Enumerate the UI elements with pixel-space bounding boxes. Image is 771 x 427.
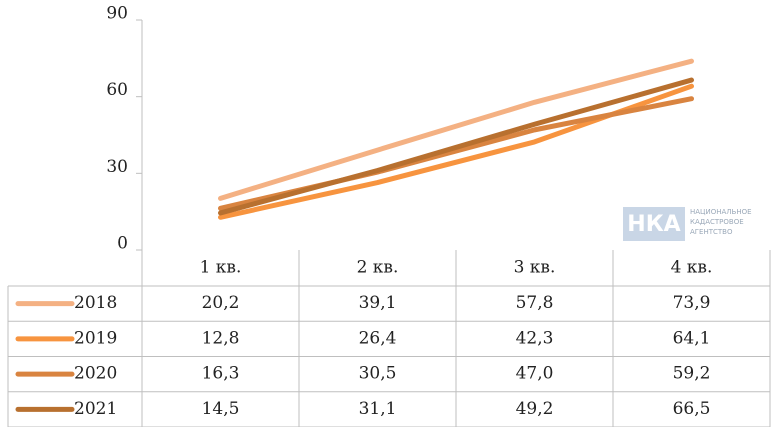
table-value: 49,2 [516, 399, 554, 419]
logo-glyph: НКА [627, 212, 680, 237]
table-value: 73,9 [673, 293, 711, 313]
table-value: 39,1 [359, 293, 397, 313]
table-value: 57,8 [516, 293, 554, 313]
legend-label: 2021 [74, 399, 117, 419]
table-value: 30,5 [359, 364, 397, 384]
y-tick-label: 0 [117, 234, 128, 254]
logo-text: НАЦИОНАЛЬНОЕ [690, 208, 752, 216]
legend-label: 2019 [74, 328, 117, 348]
table-value: 12,8 [202, 328, 240, 348]
logo-mark [623, 207, 685, 241]
legend-label: 2020 [74, 364, 117, 384]
table-value: 42,3 [516, 328, 554, 348]
y-tick-label: 90 [106, 4, 128, 24]
table-value: 16,3 [202, 364, 240, 384]
x-tick-label: 4 кв. [671, 258, 713, 278]
table-value: 31,1 [359, 399, 397, 419]
series-line [218, 58, 694, 201]
y-tick-label: 30 [106, 157, 128, 177]
x-tick-label: 3 кв. [514, 258, 556, 278]
table-value: 26,4 [359, 328, 397, 348]
table-value: 59,2 [673, 364, 711, 384]
table-value: 64,1 [673, 328, 711, 348]
table-value: 47,0 [516, 364, 554, 384]
table-value: 66,5 [673, 399, 711, 419]
legend-label: 2018 [74, 293, 117, 313]
table-value: 14,5 [202, 399, 240, 419]
y-tick-label: 60 [106, 80, 128, 100]
table-value: 20,2 [202, 293, 240, 313]
x-tick-label: 2 кв. [357, 258, 399, 278]
x-tick-label: 1 кв. [200, 258, 242, 278]
logo-text: КАДАСТРОВОЕ [690, 218, 744, 226]
logo-text: АГЕНТСТВО [690, 228, 733, 236]
series-line [218, 77, 694, 216]
